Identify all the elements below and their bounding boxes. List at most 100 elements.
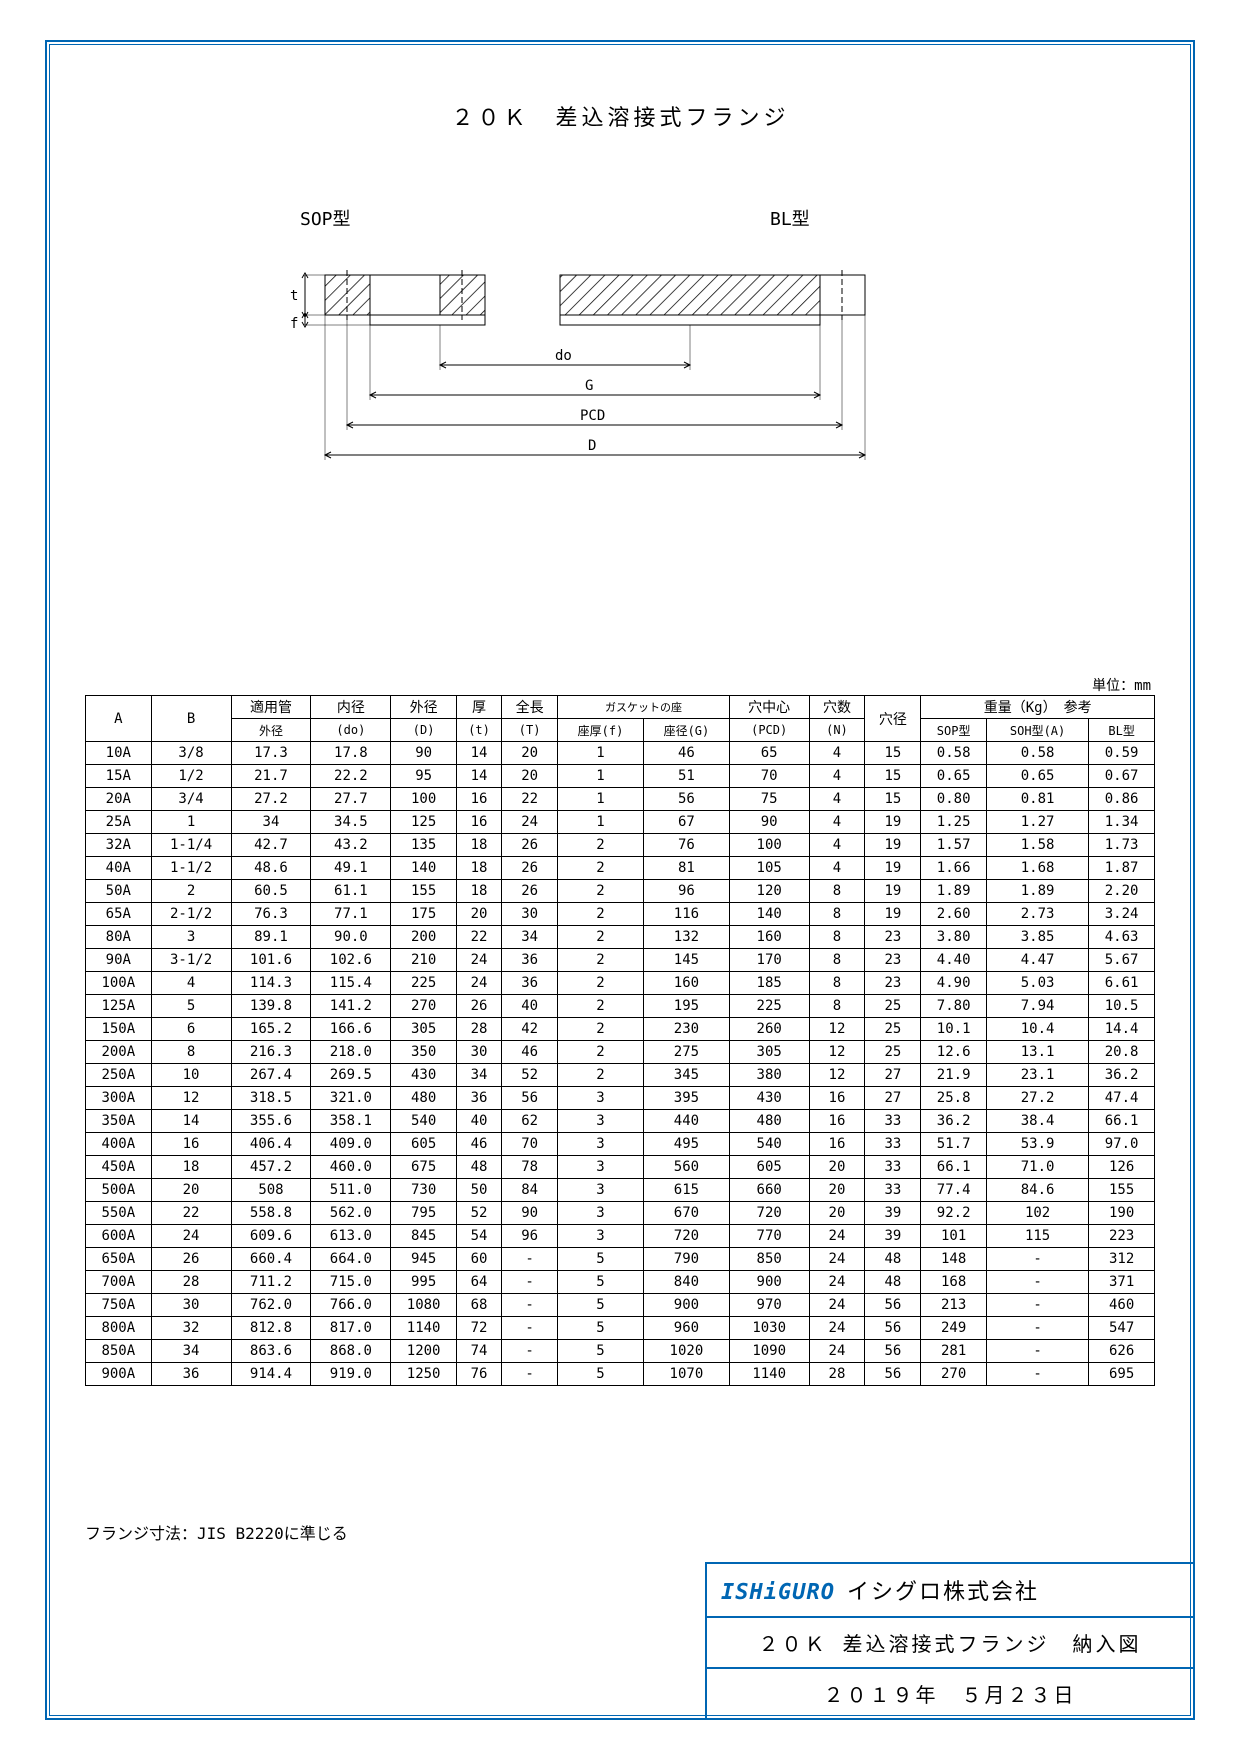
- table-cell: 1.27: [986, 811, 1088, 834]
- table-cell: 300A: [86, 1087, 152, 1110]
- table-cell: 15: [865, 788, 921, 811]
- table-cell: 22: [456, 926, 501, 949]
- table-row: 32A1-1/442.743.213518262761004191.571.58…: [86, 834, 1155, 857]
- table-cell: 3.80: [921, 926, 987, 949]
- table-cell: 20: [456, 903, 501, 926]
- table-cell: 0.59: [1089, 742, 1155, 765]
- table-cell: 1/2: [151, 765, 231, 788]
- table-cell: 260: [729, 1018, 809, 1041]
- table-cell: 8: [151, 1041, 231, 1064]
- table-cell: 1070: [643, 1363, 729, 1386]
- table-cell: 4.47: [986, 949, 1088, 972]
- table-cell: 1: [558, 742, 644, 765]
- table-cell: 22: [502, 788, 558, 811]
- table-cell: 0.80: [921, 788, 987, 811]
- table-cell: 945: [391, 1248, 457, 1271]
- table-cell: 33: [865, 1179, 921, 1202]
- table-cell: 20: [151, 1179, 231, 1202]
- table-cell: 4: [151, 972, 231, 995]
- table-cell: 135: [391, 834, 457, 857]
- col-subheader: (t): [456, 719, 501, 742]
- table-cell: 900A: [86, 1363, 152, 1386]
- table-cell: 560: [643, 1156, 729, 1179]
- table-cell: 0.58: [986, 742, 1088, 765]
- table-cell: 2: [558, 1018, 644, 1041]
- table-cell: 850: [729, 1248, 809, 1271]
- table-cell: 355.6: [231, 1110, 311, 1133]
- table-cell: 305: [391, 1018, 457, 1041]
- table-cell: 1.66: [921, 857, 987, 880]
- table-cell: 140: [391, 857, 457, 880]
- table-row: 80A389.190.0200223421321608233.803.854.6…: [86, 926, 1155, 949]
- table-cell: 660.4: [231, 1248, 311, 1271]
- table-cell: 7.80: [921, 995, 987, 1018]
- table-cell: 3: [558, 1156, 644, 1179]
- table-cell: 2.20: [1089, 880, 1155, 903]
- table-cell: 34: [231, 811, 311, 834]
- table-cell: 56: [865, 1294, 921, 1317]
- table-cell: 267.4: [231, 1064, 311, 1087]
- table-cell: 75: [729, 788, 809, 811]
- table-cell: 23: [865, 972, 921, 995]
- table-cell: 495: [643, 1133, 729, 1156]
- table-cell: 16: [456, 788, 501, 811]
- table-cell: 5: [558, 1317, 644, 1340]
- table-cell: 102.6: [311, 949, 391, 972]
- table-cell: 218.0: [311, 1041, 391, 1064]
- table-cell: 281: [921, 1340, 987, 1363]
- table-cell: 3: [558, 1202, 644, 1225]
- table-cell: 90: [502, 1202, 558, 1225]
- flange-spec-table: AB適用管内径外径厚全長ガスケットの座穴中心穴数穴径重量（Kg） 参考 外径(d…: [85, 695, 1155, 1386]
- table-row: 800A32812.8817.0114072-596010302456249-5…: [86, 1317, 1155, 1340]
- table-cell: 101.6: [231, 949, 311, 972]
- table-cell: 3: [558, 1087, 644, 1110]
- table-cell: 48: [865, 1271, 921, 1294]
- table-cell: 24: [502, 811, 558, 834]
- table-cell: 78: [502, 1156, 558, 1179]
- table-cell: 100: [391, 788, 457, 811]
- table-cell: 1030: [729, 1317, 809, 1340]
- table-row: 700A28711.2715.099564-58409002448168-371: [86, 1271, 1155, 1294]
- table-cell: 34: [151, 1340, 231, 1363]
- table-cell: 92.2: [921, 1202, 987, 1225]
- table-cell: 16: [151, 1133, 231, 1156]
- table-cell: 15A: [86, 765, 152, 788]
- col-header: A: [86, 696, 152, 742]
- table-cell: 66.1: [921, 1156, 987, 1179]
- table-cell: 249: [921, 1317, 987, 1340]
- table-cell: 24: [809, 1271, 865, 1294]
- table-cell: 84.6: [986, 1179, 1088, 1202]
- table-cell: 10.4: [986, 1018, 1088, 1041]
- table-cell: 27: [865, 1064, 921, 1087]
- table-cell: 1: [151, 811, 231, 834]
- table-cell: 450A: [86, 1156, 152, 1179]
- table-row: 550A22558.8562.079552903670720203992.210…: [86, 1202, 1155, 1225]
- table-cell: 72: [456, 1317, 501, 1340]
- table-cell: 34: [456, 1064, 501, 1087]
- table-cell: 22.2: [311, 765, 391, 788]
- table-cell: 1: [558, 765, 644, 788]
- table-cell: 8: [809, 903, 865, 926]
- table-cell: 36: [502, 972, 558, 995]
- table-row: 600A24609.6613.0845549637207702439101115…: [86, 1225, 1155, 1248]
- table-cell: -: [986, 1363, 1088, 1386]
- table-cell: 2: [558, 857, 644, 880]
- col-header: ガスケットの座: [558, 696, 730, 719]
- table-cell: 21.9: [921, 1064, 987, 1087]
- table-cell: 10A: [86, 742, 152, 765]
- table-cell: 10.1: [921, 1018, 987, 1041]
- table-cell: 26: [502, 880, 558, 903]
- page-title: ２０Ｋ 差込溶接式フランジ: [0, 100, 1241, 132]
- table-cell: 0.65: [986, 765, 1088, 788]
- table-cell: 195: [643, 995, 729, 1018]
- table-row: 650A26660.4664.094560-57908502448148-312: [86, 1248, 1155, 1271]
- table-cell: 14: [456, 742, 501, 765]
- table-cell: 4.63: [1089, 926, 1155, 949]
- table-cell: 48.6: [231, 857, 311, 880]
- table-cell: 790: [643, 1248, 729, 1271]
- table-cell: 1.89: [986, 880, 1088, 903]
- table-cell: 100: [729, 834, 809, 857]
- table-cell: 730: [391, 1179, 457, 1202]
- table-cell: 558.8: [231, 1202, 311, 1225]
- table-cell: -: [986, 1294, 1088, 1317]
